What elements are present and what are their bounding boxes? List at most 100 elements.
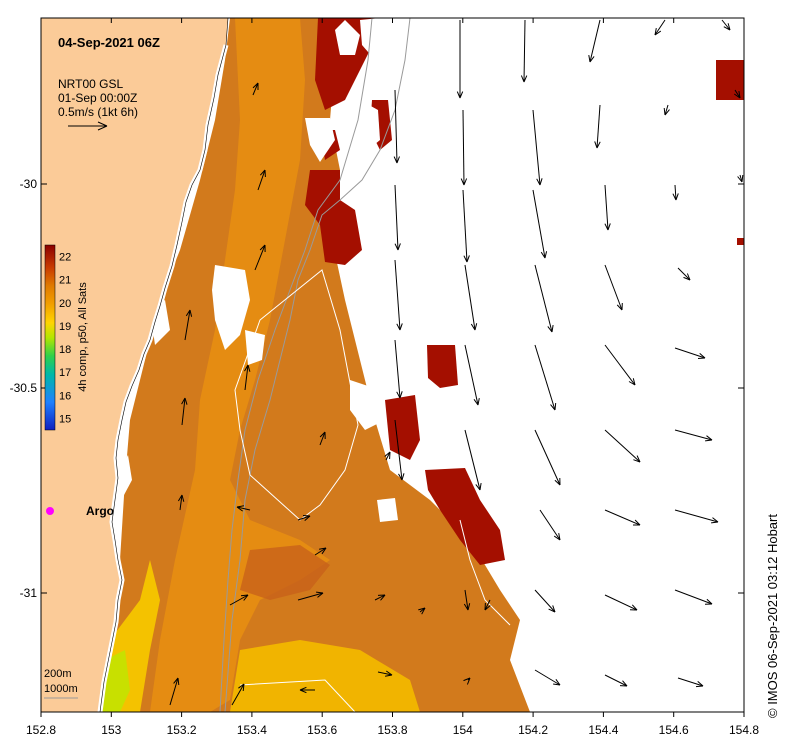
- y-tick-label: -30.5: [10, 381, 38, 395]
- current-arrow-icon: [604, 429, 641, 463]
- current-arrow-icon: [721, 19, 731, 31]
- colorbar-tick-label: 16: [59, 390, 71, 402]
- argo-label: Argo: [86, 504, 114, 518]
- current-arrow-icon: [484, 599, 491, 611]
- current-arrow-icon: [297, 591, 324, 601]
- eddy-contour-south: [239, 679, 356, 712]
- current-arrow-icon: [184, 309, 193, 341]
- current-arrow-icon: [534, 669, 561, 686]
- current-arrow-icon: [604, 264, 623, 311]
- current-arrow-icon: [169, 677, 180, 706]
- colorbar-tick-label: 19: [59, 321, 71, 333]
- current-arrow-icon: [604, 509, 641, 526]
- current-arrow-icon: [534, 429, 561, 486]
- sst-field-yellow-patch: [230, 640, 420, 712]
- current-arrow-icon: [463, 589, 471, 611]
- cloud-gaps: [120, 18, 398, 522]
- current-arrow-icon: [677, 267, 691, 281]
- x-tick-label: 153.2: [167, 723, 197, 737]
- current-arrow-icon: [236, 505, 251, 512]
- x-tick-label: 154.4: [588, 723, 618, 737]
- x-tick-label: 153: [101, 723, 121, 737]
- x-tick-label: 154.2: [518, 723, 548, 737]
- current-arrow-icon: [394, 184, 401, 251]
- current-arrow-icon: [377, 670, 393, 677]
- current-arrow-icon: [737, 174, 744, 183]
- current-arrow-icon: [319, 431, 326, 446]
- current-arrow-icon: [177, 494, 185, 511]
- x-tick-label: 153.4: [237, 723, 267, 737]
- current-arrow-icon: [464, 344, 480, 406]
- current-time-label: 01-Sep 00:00Z: [58, 91, 137, 105]
- current-arrow-icon: [384, 451, 391, 461]
- current-arrow-icon: [394, 419, 405, 481]
- current-arrow-icon: [244, 364, 251, 391]
- current-arrow-icon: [460, 109, 468, 186]
- map-title: 04-Sep-2021 06Z: [58, 35, 160, 50]
- current-arrow-icon: [674, 509, 719, 524]
- x-axis: 152.8 153 153.2 153.4 153.6 153.8 154 154.2 154.…: [26, 18, 759, 737]
- current-arrow-icon: [252, 82, 259, 96]
- colorbar-tick-label: 21: [59, 275, 71, 287]
- current-arrow-icon: [231, 683, 245, 706]
- current-arrow-icon: [532, 189, 548, 259]
- x-tick-label: 153.6: [307, 723, 337, 737]
- current-arrow-icon: [594, 104, 601, 149]
- y-tick-label: -31: [20, 586, 38, 600]
- current-arrow-icon: [532, 109, 543, 186]
- current-arrow-icon: [418, 607, 426, 615]
- current-arrow-icon: [534, 589, 556, 613]
- current-arrow-icon: [464, 264, 478, 331]
- colorbar-ticks: 22 21 20 19 18 17 16 15: [59, 252, 71, 426]
- contour-200m: [219, 18, 373, 712]
- current-arrow-icon: [181, 397, 188, 426]
- argo-marker-icon: [46, 507, 54, 515]
- current-arrow-icon: [394, 339, 403, 399]
- current-arrow-icon: [254, 244, 266, 271]
- current-arrow-icon: [654, 19, 666, 36]
- x-tick-label: 152.8: [26, 723, 56, 737]
- colorbar-tick-label: 17: [59, 367, 71, 379]
- sst-field-warm-core: [150, 18, 330, 712]
- current-arrow-icon: [663, 104, 670, 116]
- credit-label: © IMOS 06-Sep-2021 03:12 Hobart: [765, 514, 780, 718]
- x-tick-label: 154.6: [659, 723, 689, 737]
- current-arrow-icon: [374, 594, 386, 601]
- current-arrow-icon: [297, 515, 311, 521]
- current-arrow-icon: [229, 594, 249, 606]
- current-arrow-icon: [604, 674, 628, 687]
- current-arrow-icon: [674, 429, 713, 442]
- current-arrow-icon: [604, 344, 636, 386]
- x-tick-label: 153.8: [377, 723, 407, 737]
- current-arrow-icon: [462, 189, 470, 263]
- current-vectors: [169, 19, 744, 706]
- shelf-contour-east: [459, 519, 511, 626]
- y-axis: -30 -30.5 -31: [10, 177, 744, 600]
- current-arrow-icon: [674, 589, 713, 605]
- current-arrow-icon: [588, 19, 601, 63]
- bathymetry-legend-1000m: 1000m: [44, 683, 78, 695]
- current-scale-label: 0.5m/s (1kt 6h): [58, 105, 138, 119]
- x-tick-label: 154: [453, 723, 473, 737]
- sst-field-cool-edge: [240, 545, 330, 600]
- coastline: [99, 18, 229, 712]
- current-arrow-icon: [734, 89, 741, 99]
- contour-1000m: [224, 18, 411, 712]
- current-arrow-icon: [604, 594, 638, 611]
- current-arrow-icon: [463, 677, 471, 685]
- current-arrow-icon: [393, 89, 400, 164]
- colorbar-label: 4h comp, p50, All Sats: [77, 282, 89, 392]
- colorbar-tick-label: 15: [59, 413, 71, 425]
- bathymetry-legend-200m: 200m: [44, 668, 72, 680]
- current-arrow-icon: [677, 677, 704, 688]
- land-mass: [41, 18, 228, 712]
- current-arrow-icon: [534, 264, 554, 333]
- current-arrow-icon: [604, 184, 611, 231]
- colorbar-tick-label: 22: [59, 252, 71, 264]
- scale-arrow-icon: [68, 121, 108, 131]
- current-arrow-icon: [394, 259, 403, 331]
- colorbar: [44, 244, 56, 431]
- current-arrow-icon: [299, 686, 315, 694]
- current-arrow-icon: [534, 344, 557, 411]
